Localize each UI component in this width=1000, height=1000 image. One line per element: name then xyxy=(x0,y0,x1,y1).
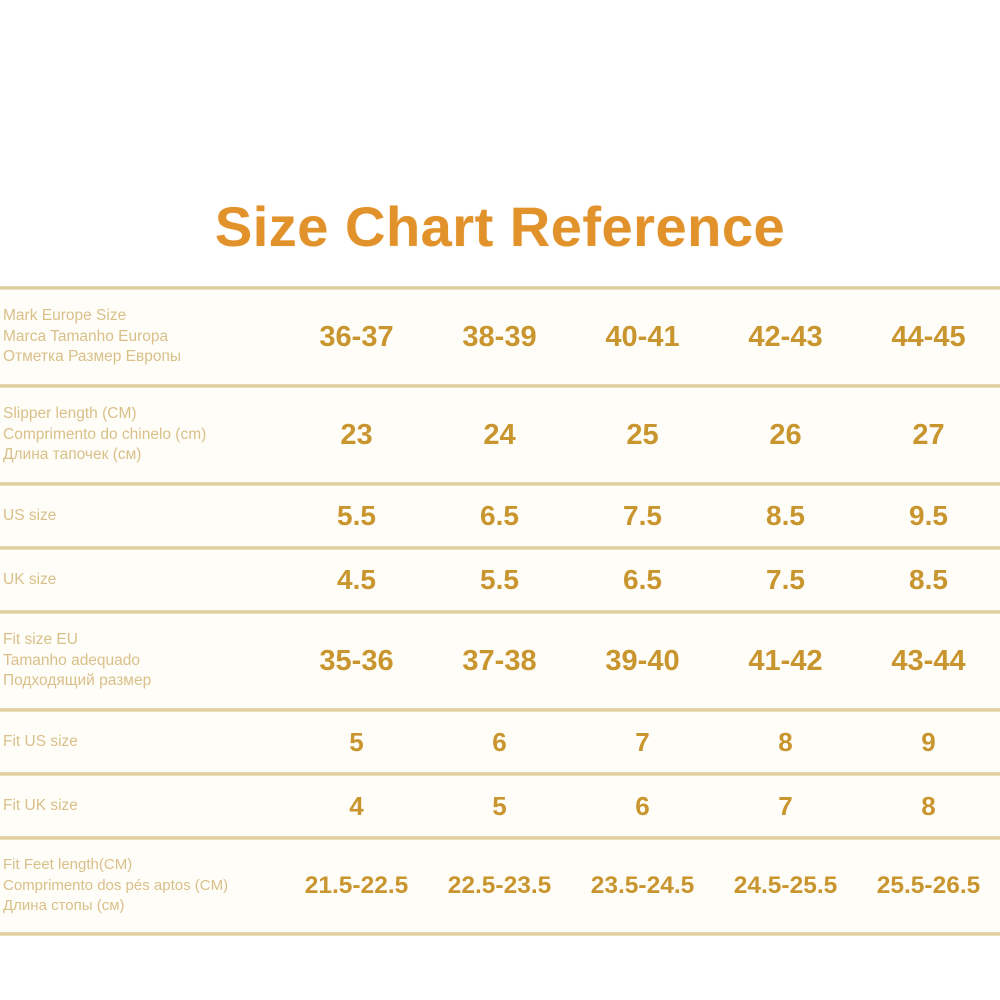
cell-value: 23 xyxy=(340,418,373,451)
cell-value: 5 xyxy=(349,726,364,757)
cell-value: 35-36 xyxy=(319,644,394,677)
row-divider xyxy=(0,482,1000,486)
cell-value: 8 xyxy=(921,790,936,821)
row-label-line-ru: Отметка Размер Европы xyxy=(3,348,181,366)
cell-value: 6.5 xyxy=(623,564,662,595)
table-row-slipper-length: Slipper length (CM) Comprimento do chine… xyxy=(0,388,1000,482)
row-divider xyxy=(0,610,1000,614)
row-cells-fit-size-eu: 35-36 37-38 39-40 41-42 43-44 xyxy=(285,645,1000,678)
row-label-fit-us-size: Fit US size xyxy=(0,732,285,753)
cell-value: 7 xyxy=(778,790,793,821)
table-row-fit-size-eu: Fit size EU Tamanho adequado Подходящий … xyxy=(0,614,1000,708)
row-label-mark-europe-size: Mark Europe Size Marca Tamanho Europa От… xyxy=(0,306,285,368)
row-label-line-en: Fit Feet length(CM) xyxy=(3,856,133,874)
row-label-line-en: Fit UK size xyxy=(3,796,78,814)
cell-value: 43-44 xyxy=(891,644,966,677)
row-label-line-en: Fit size EU xyxy=(3,631,78,649)
row-cells-slipper-length: 23 24 25 26 27 xyxy=(285,419,1000,452)
row-cells-fit-us-size: 5 6 7 8 9 xyxy=(285,727,1000,758)
cell-value: 22.5-23.5 xyxy=(447,872,552,899)
table-bottom-divider xyxy=(0,932,1000,936)
row-divider xyxy=(0,772,1000,776)
cell-value: 9.5 xyxy=(909,500,948,531)
cell-value: 42-43 xyxy=(748,320,823,353)
row-label-slipper-length: Slipper length (CM) Comprimento do chine… xyxy=(0,404,285,466)
row-label-line-en: Fit US size xyxy=(3,732,78,750)
row-label-line-pt: Comprimento do chinelo (cm) xyxy=(3,425,207,443)
row-label-line-ru: Подходящий размер xyxy=(3,672,152,690)
cell-value: 25.5-26.5 xyxy=(876,872,981,899)
cell-value: 37-38 xyxy=(462,644,537,677)
cell-value: 5.5 xyxy=(337,500,376,531)
page-title: Size Chart Reference xyxy=(214,195,786,258)
row-label-line-en: US size xyxy=(3,506,57,524)
cell-value: 25 xyxy=(626,418,659,451)
cell-value: 8.5 xyxy=(766,500,805,531)
row-label-line-pt: Tamanho adequado xyxy=(3,651,141,669)
row-label-fit-uk-size: Fit UK size xyxy=(0,796,285,817)
row-label-fit-size-eu: Fit size EU Tamanho adequado Подходящий … xyxy=(0,630,285,692)
cell-value: 7.5 xyxy=(766,564,805,595)
cell-value: 24 xyxy=(483,418,516,451)
table-row-us-size: US size 5.5 6.5 7.5 8.5 9.5 xyxy=(0,486,1000,546)
cell-value: 5 xyxy=(492,790,507,821)
row-label-line-ru: Длина стопы (см) xyxy=(3,897,125,915)
cell-value: 6 xyxy=(492,726,507,757)
row-divider xyxy=(0,836,1000,840)
row-label-uk-size: UK size xyxy=(0,570,285,591)
size-chart-table: Mark Europe Size Marca Tamanho Europa От… xyxy=(0,286,1000,936)
cell-value: 36-37 xyxy=(319,320,394,353)
cell-value: 38-39 xyxy=(462,320,537,353)
row-cells-fit-uk-size: 4 5 6 7 8 xyxy=(285,791,1000,822)
cell-value: 23.5-24.5 xyxy=(590,872,695,899)
row-cells-fit-feet-length: 21.5-22.5 22.5-23.5 23.5-24.5 24.5-25.5 … xyxy=(285,872,1000,900)
row-cells-us-size: 5.5 6.5 7.5 8.5 9.5 xyxy=(285,500,1000,532)
table-top-divider xyxy=(0,286,1000,290)
cell-value: 8.5 xyxy=(909,564,948,595)
cell-value: 7 xyxy=(635,726,650,757)
row-divider xyxy=(0,708,1000,712)
cell-value: 40-41 xyxy=(605,320,680,353)
row-label-line-en: UK size xyxy=(3,570,57,588)
cell-value: 27 xyxy=(912,418,945,451)
cell-value: 41-42 xyxy=(748,644,823,677)
row-divider xyxy=(0,384,1000,388)
cell-value: 24.5-25.5 xyxy=(733,872,838,899)
cell-value: 4 xyxy=(349,790,364,821)
row-label-fit-feet-length: Fit Feet length(CM) Comprimento dos pés … xyxy=(0,855,285,917)
table-row-fit-us-size: Fit US size 5 6 7 8 9 xyxy=(0,712,1000,772)
table-row-fit-uk-size: Fit UK size 4 5 6 7 8 xyxy=(0,776,1000,836)
row-cells-mark-europe-size: 36-37 38-39 40-41 42-43 44-45 xyxy=(285,321,1000,354)
cell-value: 21.5-22.5 xyxy=(304,872,409,899)
cell-value: 26 xyxy=(769,418,802,451)
row-label-line-pt: Marca Tamanho Europa xyxy=(3,327,169,345)
row-label-us-size: US size xyxy=(0,506,285,527)
cell-value: 4.5 xyxy=(337,564,376,595)
row-divider xyxy=(0,546,1000,550)
cell-value: 44-45 xyxy=(891,320,966,353)
table-row-fit-feet-length: Fit Feet length(CM) Comprimento dos pés … xyxy=(0,840,1000,932)
table-row-uk-size: UK size 4.5 5.5 6.5 7.5 8.5 xyxy=(0,550,1000,610)
cell-value: 39-40 xyxy=(605,644,680,677)
row-label-line-ru: Длина тапочек (см) xyxy=(3,446,142,464)
cell-value: 9 xyxy=(921,726,936,757)
cell-value: 7.5 xyxy=(623,500,662,531)
cell-value: 6.5 xyxy=(480,500,519,531)
row-label-line-pt: Comprimento dos pés aptos (CM) xyxy=(3,876,229,894)
row-label-line-en: Slipper length (CM) xyxy=(3,405,137,423)
cell-value: 5.5 xyxy=(480,564,519,595)
row-cells-uk-size: 4.5 5.5 6.5 7.5 8.5 xyxy=(285,564,1000,596)
row-label-line-en: Mark Europe Size xyxy=(3,307,127,325)
cell-value: 8 xyxy=(778,726,793,757)
cell-value: 6 xyxy=(635,790,650,821)
table-row-mark-europe-size: Mark Europe Size Marca Tamanho Europa От… xyxy=(0,290,1000,384)
